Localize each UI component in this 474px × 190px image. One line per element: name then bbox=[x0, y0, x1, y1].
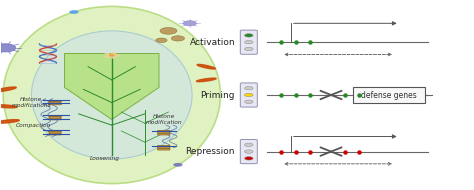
Text: Activation: Activation bbox=[190, 38, 235, 47]
Ellipse shape bbox=[3, 6, 220, 184]
Circle shape bbox=[245, 47, 253, 51]
Circle shape bbox=[171, 36, 184, 41]
Circle shape bbox=[160, 28, 177, 34]
Polygon shape bbox=[0, 120, 19, 123]
Text: Histone
modification: Histone modification bbox=[146, 114, 182, 125]
FancyBboxPatch shape bbox=[353, 87, 425, 103]
FancyBboxPatch shape bbox=[240, 139, 257, 164]
Text: defense genes: defense genes bbox=[361, 90, 417, 100]
Circle shape bbox=[245, 143, 253, 146]
Polygon shape bbox=[197, 64, 215, 69]
Circle shape bbox=[183, 21, 196, 26]
FancyBboxPatch shape bbox=[49, 115, 61, 117]
Circle shape bbox=[173, 163, 182, 167]
Circle shape bbox=[104, 53, 110, 55]
FancyBboxPatch shape bbox=[157, 131, 170, 132]
Circle shape bbox=[104, 56, 110, 58]
FancyBboxPatch shape bbox=[49, 101, 61, 103]
Circle shape bbox=[69, 10, 79, 14]
Circle shape bbox=[109, 54, 115, 56]
FancyBboxPatch shape bbox=[240, 83, 257, 107]
Polygon shape bbox=[0, 87, 16, 92]
FancyBboxPatch shape bbox=[49, 133, 61, 135]
Polygon shape bbox=[64, 54, 159, 120]
FancyBboxPatch shape bbox=[157, 146, 170, 147]
Circle shape bbox=[0, 44, 16, 52]
Circle shape bbox=[110, 52, 116, 54]
FancyBboxPatch shape bbox=[49, 131, 61, 132]
Text: Histone
modifications: Histone modifications bbox=[11, 97, 51, 108]
Text: Compaction: Compaction bbox=[16, 123, 52, 128]
Circle shape bbox=[115, 54, 120, 56]
FancyBboxPatch shape bbox=[49, 132, 61, 134]
Circle shape bbox=[245, 34, 253, 37]
FancyBboxPatch shape bbox=[158, 132, 169, 134]
Text: Loosening: Loosening bbox=[90, 156, 119, 161]
Circle shape bbox=[245, 93, 253, 97]
Text: Repression: Repression bbox=[186, 147, 235, 156]
Polygon shape bbox=[0, 105, 17, 108]
Circle shape bbox=[156, 38, 167, 43]
Circle shape bbox=[245, 86, 253, 90]
FancyBboxPatch shape bbox=[49, 103, 61, 105]
Circle shape bbox=[110, 56, 116, 59]
Circle shape bbox=[245, 100, 253, 104]
Ellipse shape bbox=[31, 31, 192, 159]
Circle shape bbox=[245, 40, 253, 44]
FancyBboxPatch shape bbox=[157, 148, 170, 150]
FancyBboxPatch shape bbox=[49, 118, 61, 120]
Polygon shape bbox=[196, 78, 216, 82]
Text: Priming: Priming bbox=[201, 90, 235, 100]
Circle shape bbox=[245, 157, 253, 160]
FancyBboxPatch shape bbox=[49, 117, 61, 119]
FancyBboxPatch shape bbox=[157, 133, 170, 135]
FancyBboxPatch shape bbox=[49, 100, 61, 102]
Circle shape bbox=[245, 150, 253, 153]
FancyBboxPatch shape bbox=[240, 30, 257, 54]
FancyBboxPatch shape bbox=[158, 147, 169, 149]
